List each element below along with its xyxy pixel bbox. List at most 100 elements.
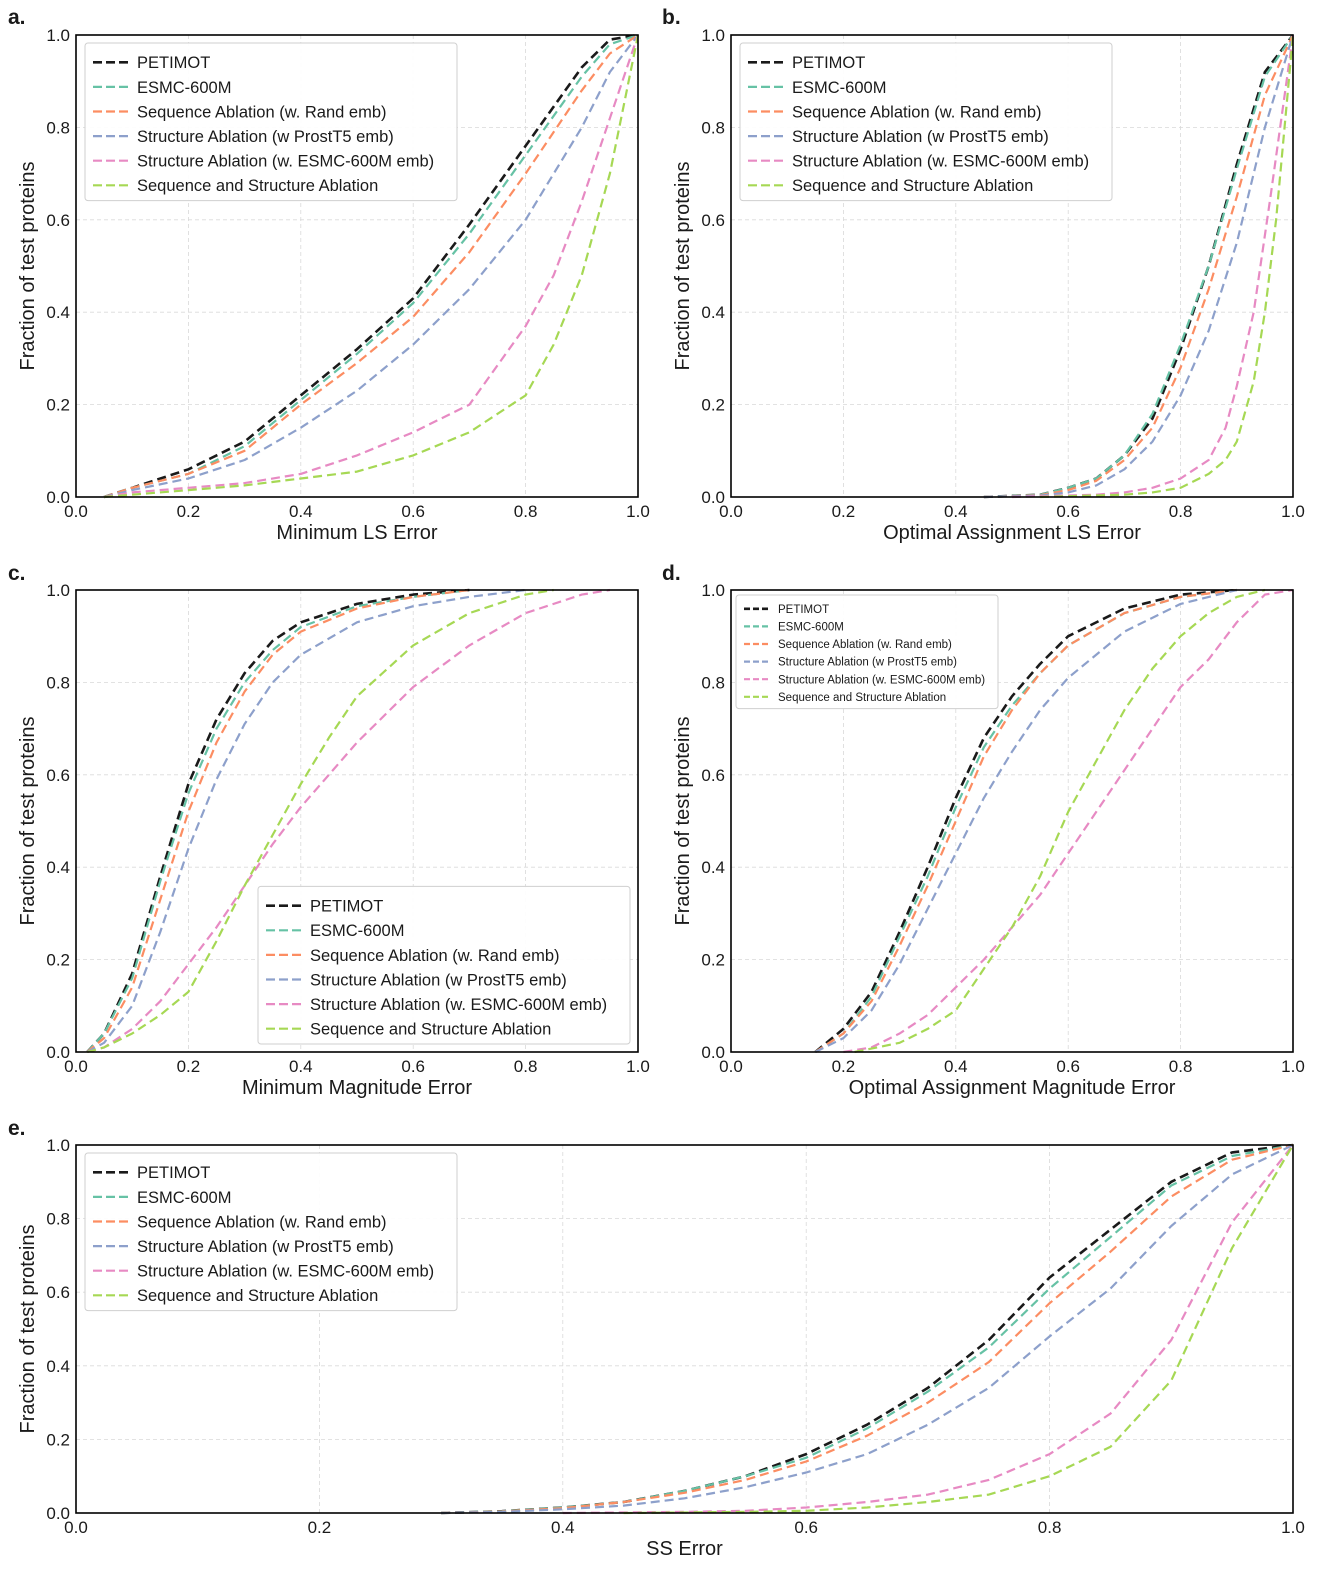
series-line-6 xyxy=(623,1144,1294,1515)
legend-entry: Sequence Ablation (w. Rand emb) xyxy=(137,103,387,121)
panel-letter: b. xyxy=(662,6,681,29)
legend-entry: PETIMOT xyxy=(137,54,210,72)
chart-panel-1: a. 0.0 0.2 0.4 0.6 0.8 1.0 0.0 0.2 0.4 0.6 0.8 1.0 Mi… xyxy=(8,6,650,544)
x-tick-label: 0.2 xyxy=(177,1057,201,1076)
series-line-3 xyxy=(441,1143,1294,1515)
x-axis-label: SS Error xyxy=(646,1538,723,1560)
x-tick-label: 0.4 xyxy=(289,1057,313,1076)
series-line-2 xyxy=(983,34,1294,499)
legend-entry: ESMC-600M xyxy=(137,1189,231,1207)
legend-entry: Structure Ablation (w. ESMC-600M emb) xyxy=(137,153,434,171)
legend-entry: Structure Ablation (w ProstT5 emb) xyxy=(778,657,957,669)
legend-entry: ESMC-600M xyxy=(310,922,404,940)
legend-entry: ESMC-600M xyxy=(137,79,231,97)
x-tick-label: 1.0 xyxy=(626,502,650,521)
y-tick-label: 0.2 xyxy=(701,951,725,970)
y-tick-label: 0.8 xyxy=(46,1210,70,1229)
legend-box xyxy=(257,885,631,1045)
series-line-6 xyxy=(854,588,1266,1054)
y-axis-label: Fraction of test proteins xyxy=(17,162,39,371)
plot-area xyxy=(75,34,639,498)
x-tick-label: 0.6 xyxy=(1056,1057,1080,1076)
legend-entry: PETIMOT xyxy=(778,604,829,616)
y-tick-label: 0.4 xyxy=(46,858,70,877)
legend-entry: Structure Ablation (w. ESMC-600M emb) xyxy=(310,996,607,1014)
x-tick-label: 0.0 xyxy=(64,502,88,521)
y-tick-label: 0.0 xyxy=(701,488,725,507)
x-tick-label: 0.6 xyxy=(1056,502,1080,521)
series-line-3 xyxy=(983,34,1294,499)
x-tick-label: 0.4 xyxy=(551,1518,575,1537)
series-line-4 xyxy=(86,588,526,1053)
y-tick-label: 0.6 xyxy=(46,766,70,785)
series-line-4 xyxy=(983,34,1295,499)
legend: PETIMOT ESMC-600M Sequence Ablation (w. Ra… xyxy=(84,1152,458,1312)
x-axis-label: Minimum Magnitude Error xyxy=(242,1077,472,1099)
legend-entry: Structure Ablation (w. ESMC-600M emb) xyxy=(778,674,985,686)
x-tick-label: 1.0 xyxy=(626,1057,650,1076)
series-line-5 xyxy=(1011,34,1295,499)
x-tick-label: 0.2 xyxy=(832,502,856,521)
legend: PETIMOT ESMC-600M Sequence Ablation (w. Ra… xyxy=(735,594,999,710)
series-line-5 xyxy=(86,588,611,1054)
y-tick-label: 0.6 xyxy=(46,211,70,230)
x-tick-label: 0.8 xyxy=(1169,1057,1193,1076)
panel-letter: d. xyxy=(662,562,681,585)
series-line-2 xyxy=(86,588,470,1053)
plot-area xyxy=(730,589,1294,1053)
x-tick-label: 1.0 xyxy=(1281,1057,1305,1076)
y-axis-label: Fraction of test proteins xyxy=(17,717,39,926)
series-line-6 xyxy=(104,34,640,499)
x-tick-label: 0.8 xyxy=(1038,1518,1062,1537)
legend-entry: ESMC-600M xyxy=(792,79,886,97)
x-tick-label: 1.0 xyxy=(1281,1518,1305,1537)
y-tick-label: 1.0 xyxy=(701,26,725,45)
x-tick-label: 0.2 xyxy=(832,1057,856,1076)
legend: PETIMOT ESMC-600M Sequence Ablation (w. Ra… xyxy=(84,42,458,202)
legend-entry: PETIMOT xyxy=(137,1164,210,1182)
x-axis-label: Minimum LS Error xyxy=(276,522,437,544)
chart-panel-4: d. 0.0 0.2 0.4 0.6 0.8 1.0 0.0 0.2 0.4 0.6 0.8 1.0 Op… xyxy=(662,562,1305,1099)
panel-letter: c. xyxy=(8,562,26,585)
legend-entry: Sequence and Structure Ablation xyxy=(792,177,1033,195)
series-line-5 xyxy=(562,1144,1294,1515)
y-tick-label: 0.2 xyxy=(46,951,70,970)
legend-entry: Sequence Ablation (w. Rand emb) xyxy=(792,103,1042,121)
x-tick-label: 0.8 xyxy=(514,1057,538,1076)
series-line-1 xyxy=(86,588,470,1053)
y-tick-label: 1.0 xyxy=(46,581,70,600)
x-tick-label: 0.2 xyxy=(177,502,201,521)
series-line-5 xyxy=(103,34,640,499)
x-tick-label: 0.6 xyxy=(401,1057,425,1076)
y-tick-label: 1.0 xyxy=(46,26,70,45)
legend-entry: Structure Ablation (w ProstT5 emb) xyxy=(310,971,567,989)
legend-entry: ESMC-600M xyxy=(778,622,844,634)
y-tick-label: 0.8 xyxy=(46,118,70,137)
y-tick-label: 0.2 xyxy=(701,396,725,415)
y-axis-label: Fraction of test proteins xyxy=(672,717,694,926)
series-line-4 xyxy=(103,34,639,499)
panel-letter: a. xyxy=(8,6,26,29)
x-tick-label: 0.4 xyxy=(289,502,313,521)
chart-panel-3: c. 0.0 0.2 0.4 0.6 0.8 1.0 0.0 0.2 0.4 0.6 0.8 1.0 Mi… xyxy=(8,562,650,1099)
legend-entry: Structure Ablation (w. ESMC-600M emb) xyxy=(137,1263,434,1281)
legend-entry: Sequence and Structure Ablation xyxy=(137,1287,378,1305)
plot-area xyxy=(730,34,1294,498)
legend-entry: Sequence and Structure Ablation xyxy=(137,177,378,195)
y-axis-label: Fraction of test proteins xyxy=(672,162,694,371)
legend-entry: Structure Ablation (w. ESMC-600M emb) xyxy=(792,153,1089,171)
legend-entry: Sequence Ablation (w. Rand emb) xyxy=(137,1213,387,1231)
x-tick-label: 0.8 xyxy=(514,502,538,521)
series-line-3 xyxy=(86,588,470,1053)
y-tick-label: 0.4 xyxy=(46,1357,70,1376)
y-tick-label: 0.8 xyxy=(701,673,725,692)
legend-entry: Structure Ablation (w ProstT5 emb) xyxy=(792,128,1049,146)
y-tick-label: 0.6 xyxy=(701,766,725,785)
series-line-3 xyxy=(814,588,1237,1053)
series-line-1 xyxy=(441,1143,1294,1515)
y-tick-label: 0.0 xyxy=(46,488,70,507)
series-line-4 xyxy=(441,1144,1294,1515)
series-line-5 xyxy=(843,588,1294,1054)
x-tick-label: 0.4 xyxy=(944,1057,968,1076)
